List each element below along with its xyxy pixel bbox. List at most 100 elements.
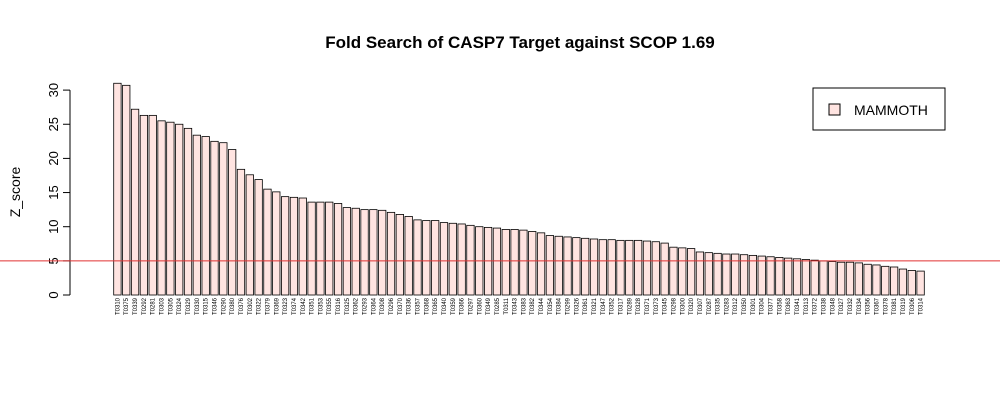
bar (175, 123, 184, 296)
x-tick-label: T0327 (839, 297, 845, 315)
x-tick-label: T0374 (292, 297, 298, 315)
bar (157, 120, 166, 296)
x-tick-label: T0296 (389, 297, 395, 315)
bar (713, 252, 722, 296)
x-tick-label: T0356 (866, 297, 872, 315)
bar (660, 242, 669, 296)
x-tick-label: T0299 (566, 297, 572, 315)
bar (678, 247, 687, 296)
x-tick-label: T0360 (477, 297, 483, 315)
bar (130, 108, 140, 296)
x-tick-label: T0293 (363, 297, 369, 315)
bar (192, 134, 201, 296)
x-tick-label: T0376 (239, 297, 245, 315)
x-tick-label: T0341 (795, 297, 801, 315)
x-tick-label: T0371 (645, 297, 651, 315)
x-tick-label: T0361 (583, 297, 589, 315)
y-tick-label: 15 (46, 185, 61, 199)
x-tick-label: T0368 (424, 297, 430, 315)
x-tick-label: T0363 (786, 297, 792, 315)
bar (669, 246, 678, 296)
bar (448, 222, 457, 296)
bar (598, 239, 607, 296)
x-tick-label: T0382 (530, 297, 536, 315)
bar (413, 219, 422, 296)
bar (528, 231, 537, 296)
bar (466, 224, 475, 296)
bar (431, 220, 440, 296)
bar (281, 196, 290, 296)
x-tick-label: T0365 (433, 297, 439, 315)
x-tick-label: T0292 (142, 297, 148, 315)
x-tick-label: T0379 (265, 297, 271, 315)
x-tick-label: T0372 (813, 297, 819, 315)
x-tick-label: T0354 (548, 297, 554, 315)
bar (166, 121, 175, 296)
bar (307, 201, 316, 296)
x-tick-label: T0366 (460, 297, 466, 315)
x-tick-label: T0364 (371, 297, 377, 315)
bar (625, 239, 634, 296)
bar (898, 268, 908, 296)
x-tick-label: T0311 (504, 297, 510, 314)
y-tick-label: 0 (46, 291, 61, 298)
y-tick-label: 20 (46, 151, 61, 165)
x-tick-label: T0344 (539, 297, 545, 315)
x-tick-label: T0369 (274, 297, 280, 315)
bar (739, 254, 749, 296)
bar (890, 266, 899, 296)
x-tick-label: T0336 (407, 297, 413, 315)
x-tick-label: T0349 (486, 297, 492, 315)
x-tick-label: T0313 (804, 297, 810, 315)
bar (854, 262, 863, 296)
x-tick-label: T0329 (186, 297, 192, 315)
x-tick-label: T0359 (451, 297, 457, 315)
bar (863, 263, 872, 296)
x-tick-label: T0375 (124, 297, 130, 315)
y-tick-label: 10 (46, 219, 61, 233)
bar (386, 211, 396, 296)
bar (828, 261, 837, 296)
bar (907, 270, 916, 296)
bar (316, 201, 325, 296)
bar (722, 253, 731, 296)
x-tick-label: T0307 (698, 297, 704, 315)
x-tick-label: T0297 (468, 297, 474, 315)
x-tick-label: T0340 (442, 297, 448, 315)
x-tick-label: T0316 (336, 297, 342, 315)
x-tick-label: T0384 (557, 297, 563, 315)
bar (501, 229, 510, 296)
bar (325, 201, 334, 296)
bar (378, 209, 387, 296)
bar (916, 270, 925, 296)
bar (351, 207, 360, 296)
x-tick-label: T0321 (592, 297, 598, 315)
x-tick-label: T0373 (654, 297, 660, 315)
x-tick-label: T0315 (204, 297, 210, 315)
bar (113, 82, 122, 296)
bar (545, 235, 554, 296)
x-tick-label: T0358 (777, 297, 783, 315)
bar (289, 196, 299, 296)
bar (236, 168, 246, 296)
x-tick-label: T0345 (663, 297, 669, 315)
x-tick-label: T0328 (636, 297, 642, 315)
x-tick-label: T0310 (115, 297, 121, 315)
bar (651, 241, 660, 296)
bar (369, 209, 378, 296)
x-tick-label: T0339 (133, 297, 139, 315)
bar (581, 237, 590, 296)
bar (642, 240, 652, 296)
legend-label: MAMMOTH (854, 102, 928, 118)
x-tick-label: T0380 (230, 297, 236, 315)
x-tick-label: T0289 (627, 297, 633, 315)
bar (845, 261, 855, 296)
x-tick-label: T0325 (345, 297, 351, 315)
x-tick-label: T0357 (416, 297, 422, 315)
x-tick-label: T0347 (601, 297, 607, 315)
x-tick-label: T0335 (716, 297, 722, 315)
bar (792, 258, 802, 296)
bar (775, 257, 784, 296)
bar (254, 179, 263, 296)
